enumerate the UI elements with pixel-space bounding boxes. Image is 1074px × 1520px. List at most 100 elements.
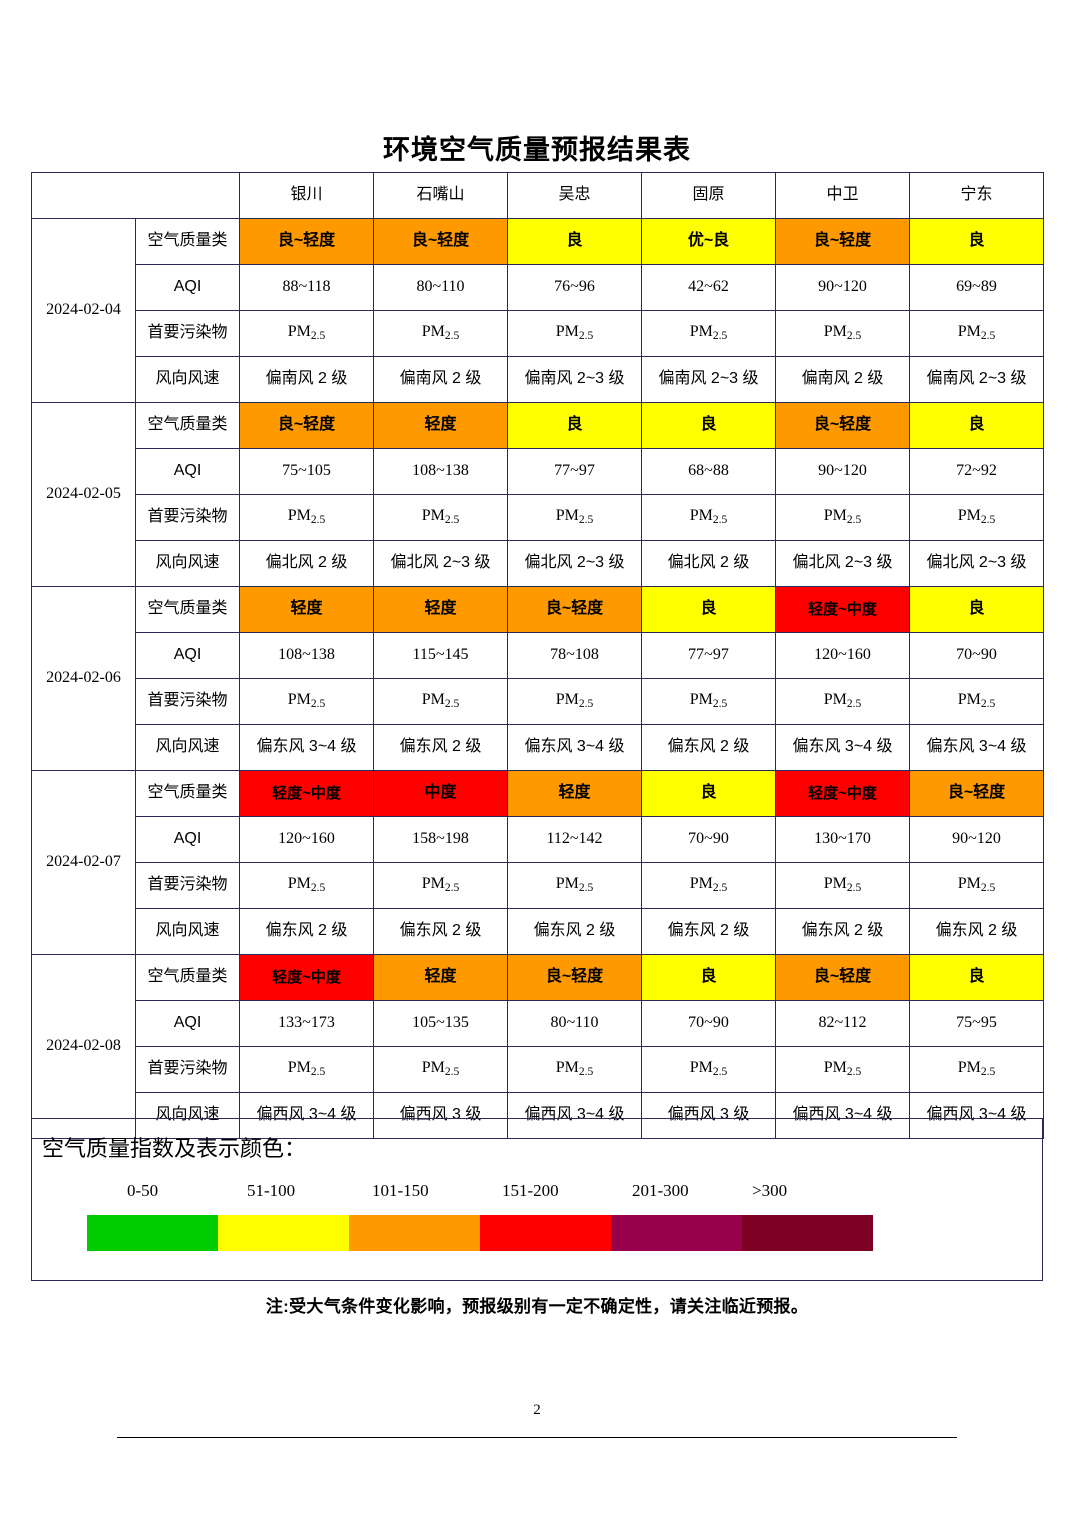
aqi-value-cell: 72~92: [909, 448, 1044, 495]
table-row: 风向风速 偏东风 2 级偏东风 2 级偏东风 2 级偏东风 2 级偏东风 2 级偏…: [32, 908, 1044, 955]
primary-pollutant-cell: PM2.5: [775, 1046, 910, 1093]
table-row: AQI 108~138 115~145 78~108 77~97 120~160 70~90: [32, 632, 1044, 679]
primary-pollutant-cell: PM2.5: [641, 494, 776, 541]
row-label-category: 空气质量类: [135, 218, 240, 265]
primary-pollutant-cell: PM2.5: [373, 1046, 508, 1093]
aqi-value-cell: 112~142: [507, 816, 642, 863]
table-corner-cell: [31, 172, 240, 219]
row-label-aqi: AQI: [135, 264, 240, 311]
aqi-value-cell: 80~110: [507, 1000, 642, 1047]
primary-pollutant-cell: PM2.5: [373, 310, 508, 357]
aqi-category-cell: 良~轻度: [775, 218, 910, 265]
page-title: 环境空气质量预报结果表: [383, 135, 691, 165]
aqi-value-cell: 88~118: [239, 264, 374, 311]
row-label-pollutant: 首要污染物: [135, 1046, 240, 1093]
aqi-category-cell: 优~良: [641, 218, 776, 265]
primary-pollutant-cell: PM2.5: [507, 678, 642, 725]
primary-pollutant-cell: PM2.5: [909, 678, 1044, 725]
primary-pollutant-cell: PM2.5: [909, 310, 1044, 357]
legend-range-label-6: >300: [752, 1181, 788, 1200]
wind-cell: 偏东风 3~4 级: [775, 724, 910, 771]
table-row: 2024-02-05 空气质量类 良~轻度 轻度良良良~轻度良: [31, 402, 1044, 587]
row-label-wind: 风向风速: [135, 356, 240, 403]
aqi-category-cell: 良: [909, 218, 1044, 265]
primary-pollutant-cell: PM2.5: [239, 494, 374, 541]
table-row: 首要污染物 PM2.5 PM2.5 PM2.5 PM2.5 PM2.5 PM2.5: [32, 1046, 1044, 1093]
aqi-value-cell: 108~138: [239, 632, 374, 679]
aqi-category-cell: 良: [909, 586, 1044, 633]
aqi-value-cell: 82~112: [775, 1000, 910, 1047]
wind-cell: 偏东风 2 级: [507, 908, 642, 955]
city-header-6: 宁东: [909, 172, 1044, 219]
aqi-category-cell: 轻度: [507, 770, 642, 817]
page-number: 2: [533, 1402, 541, 1418]
aqi-value-cell: 75~105: [239, 448, 374, 495]
table-row: 2024-02-07 空气质量类 轻度~中度 中度 轻度良轻度~中度 良~轻度: [31, 770, 1044, 955]
table-row: 首要污染物 PM2.5 PM2.5 PM2.5 PM2.5 PM2.5 PM2.5: [32, 862, 1044, 909]
wind-cell: 偏东风 3~4 级: [507, 724, 642, 771]
table-row: AQI 75~105 108~138 77~97 68~88 90~120 72~92: [32, 448, 1044, 495]
aqi-category-cell: 良~轻度: [507, 954, 642, 1001]
aqi-category-cell: 良: [507, 402, 642, 449]
aqi-category-cell: 良: [641, 954, 776, 1001]
footnote: 注:受大气条件变化影响，预报级别有一定不确定性，请关注临近预报。: [265, 1297, 809, 1316]
primary-pollutant-cell: PM2.5: [507, 1046, 642, 1093]
aqi-value-cell: 90~120: [775, 264, 910, 311]
aqi-value-cell: 42~62: [641, 264, 776, 311]
primary-pollutant-cell: PM2.5: [641, 1046, 776, 1093]
primary-pollutant-cell: PM2.5: [239, 678, 374, 725]
row-label-aqi: AQI: [135, 816, 240, 863]
primary-pollutant-cell: PM2.5: [775, 310, 910, 357]
primary-pollutant-cell: PM2.5: [507, 310, 642, 357]
wind-cell: 偏西风 3~4 级: [909, 1092, 1044, 1139]
table-row: AQI 133~173 105~135 80~110 70~90 82~112 75~95: [32, 1000, 1044, 1047]
legend-title: 空气质量指数及表示颜色：: [42, 1136, 307, 1161]
table-row: AQI 88~118 80~110 76~96 42~62 90~120 69~89: [32, 264, 1044, 311]
row-label-wind: 风向风速: [135, 1092, 240, 1139]
primary-pollutant-cell: PM2.5: [775, 678, 910, 725]
aqi-value-cell: 80~110: [373, 264, 508, 311]
aqi-value-cell: 76~96: [507, 264, 642, 311]
primary-pollutant-cell: PM2.5: [775, 494, 910, 541]
date-cell-2024-02-04: 2024-02-04: [31, 218, 136, 403]
aqi-category-cell: 轻度~中度: [775, 770, 910, 817]
wind-cell: 偏东风 2 级: [775, 908, 910, 955]
primary-pollutant-cell: PM2.5: [775, 862, 910, 909]
primary-pollutant-cell: PM2.5: [641, 310, 776, 357]
city-header-5: 中卫: [775, 172, 910, 219]
wind-cell: 偏西风 3~4 级: [507, 1092, 642, 1139]
aqi-category-cell: 良~轻度: [775, 954, 910, 1001]
wind-cell: 偏北风 2~3 级: [909, 540, 1044, 587]
primary-pollutant-cell: PM2.5: [507, 862, 642, 909]
wind-cell: 偏南风 2 级: [239, 356, 374, 403]
aqi-value-cell: 158~198: [373, 816, 508, 863]
row-label-category: 空气质量类: [135, 954, 240, 1001]
aqi-value-cell: 133~173: [239, 1000, 374, 1047]
table-row: 风向风速 偏西风 3~4 级偏西风 3 级偏西风 3~4 级偏西风 3 级偏西风 …: [32, 1092, 1044, 1139]
table-header-row: 银川 石嘴山 吴忠 固原 中卫 宁东: [31, 172, 1044, 219]
aqi-value-cell: 78~108: [507, 632, 642, 679]
city-header-1: 银川: [239, 172, 374, 219]
aqi-value-cell: 120~160: [239, 816, 374, 863]
aqi-value-cell: 77~97: [641, 632, 776, 679]
row-label-aqi: AQI: [135, 1000, 240, 1047]
aqi-category-cell: 良~轻度: [507, 586, 642, 633]
aqi-category-cell: 良~轻度: [239, 402, 374, 449]
wind-cell: 偏东风 2 级: [373, 908, 508, 955]
row-label-aqi: AQI: [135, 448, 240, 495]
wind-cell: 偏北风 2 级: [239, 540, 374, 587]
aqi-category-cell: 轻度~中度: [239, 770, 374, 817]
row-label-category: 空气质量类: [135, 586, 240, 633]
legend-swatch-5: [611, 1215, 742, 1251]
aqi-category-cell: 良: [641, 586, 776, 633]
aqi-category-cell: 轻度: [373, 402, 508, 449]
legend-range-labels: 0-50 51-100 101-150 151-200 201-300 >300: [32, 1181, 1044, 1207]
footer-rule: [117, 1437, 957, 1438]
primary-pollutant-cell: PM2.5: [373, 862, 508, 909]
primary-pollutant-cell: PM2.5: [373, 494, 508, 541]
legend-swatch-2: [218, 1215, 349, 1251]
table-row: 2024-02-06 空气质量类 轻度 轻度 良~轻度良轻度~中度良: [31, 586, 1044, 771]
primary-pollutant-cell: PM2.5: [909, 1046, 1044, 1093]
primary-pollutant-cell: PM2.5: [373, 678, 508, 725]
date-cell-2024-02-06: 2024-02-06: [31, 586, 136, 771]
